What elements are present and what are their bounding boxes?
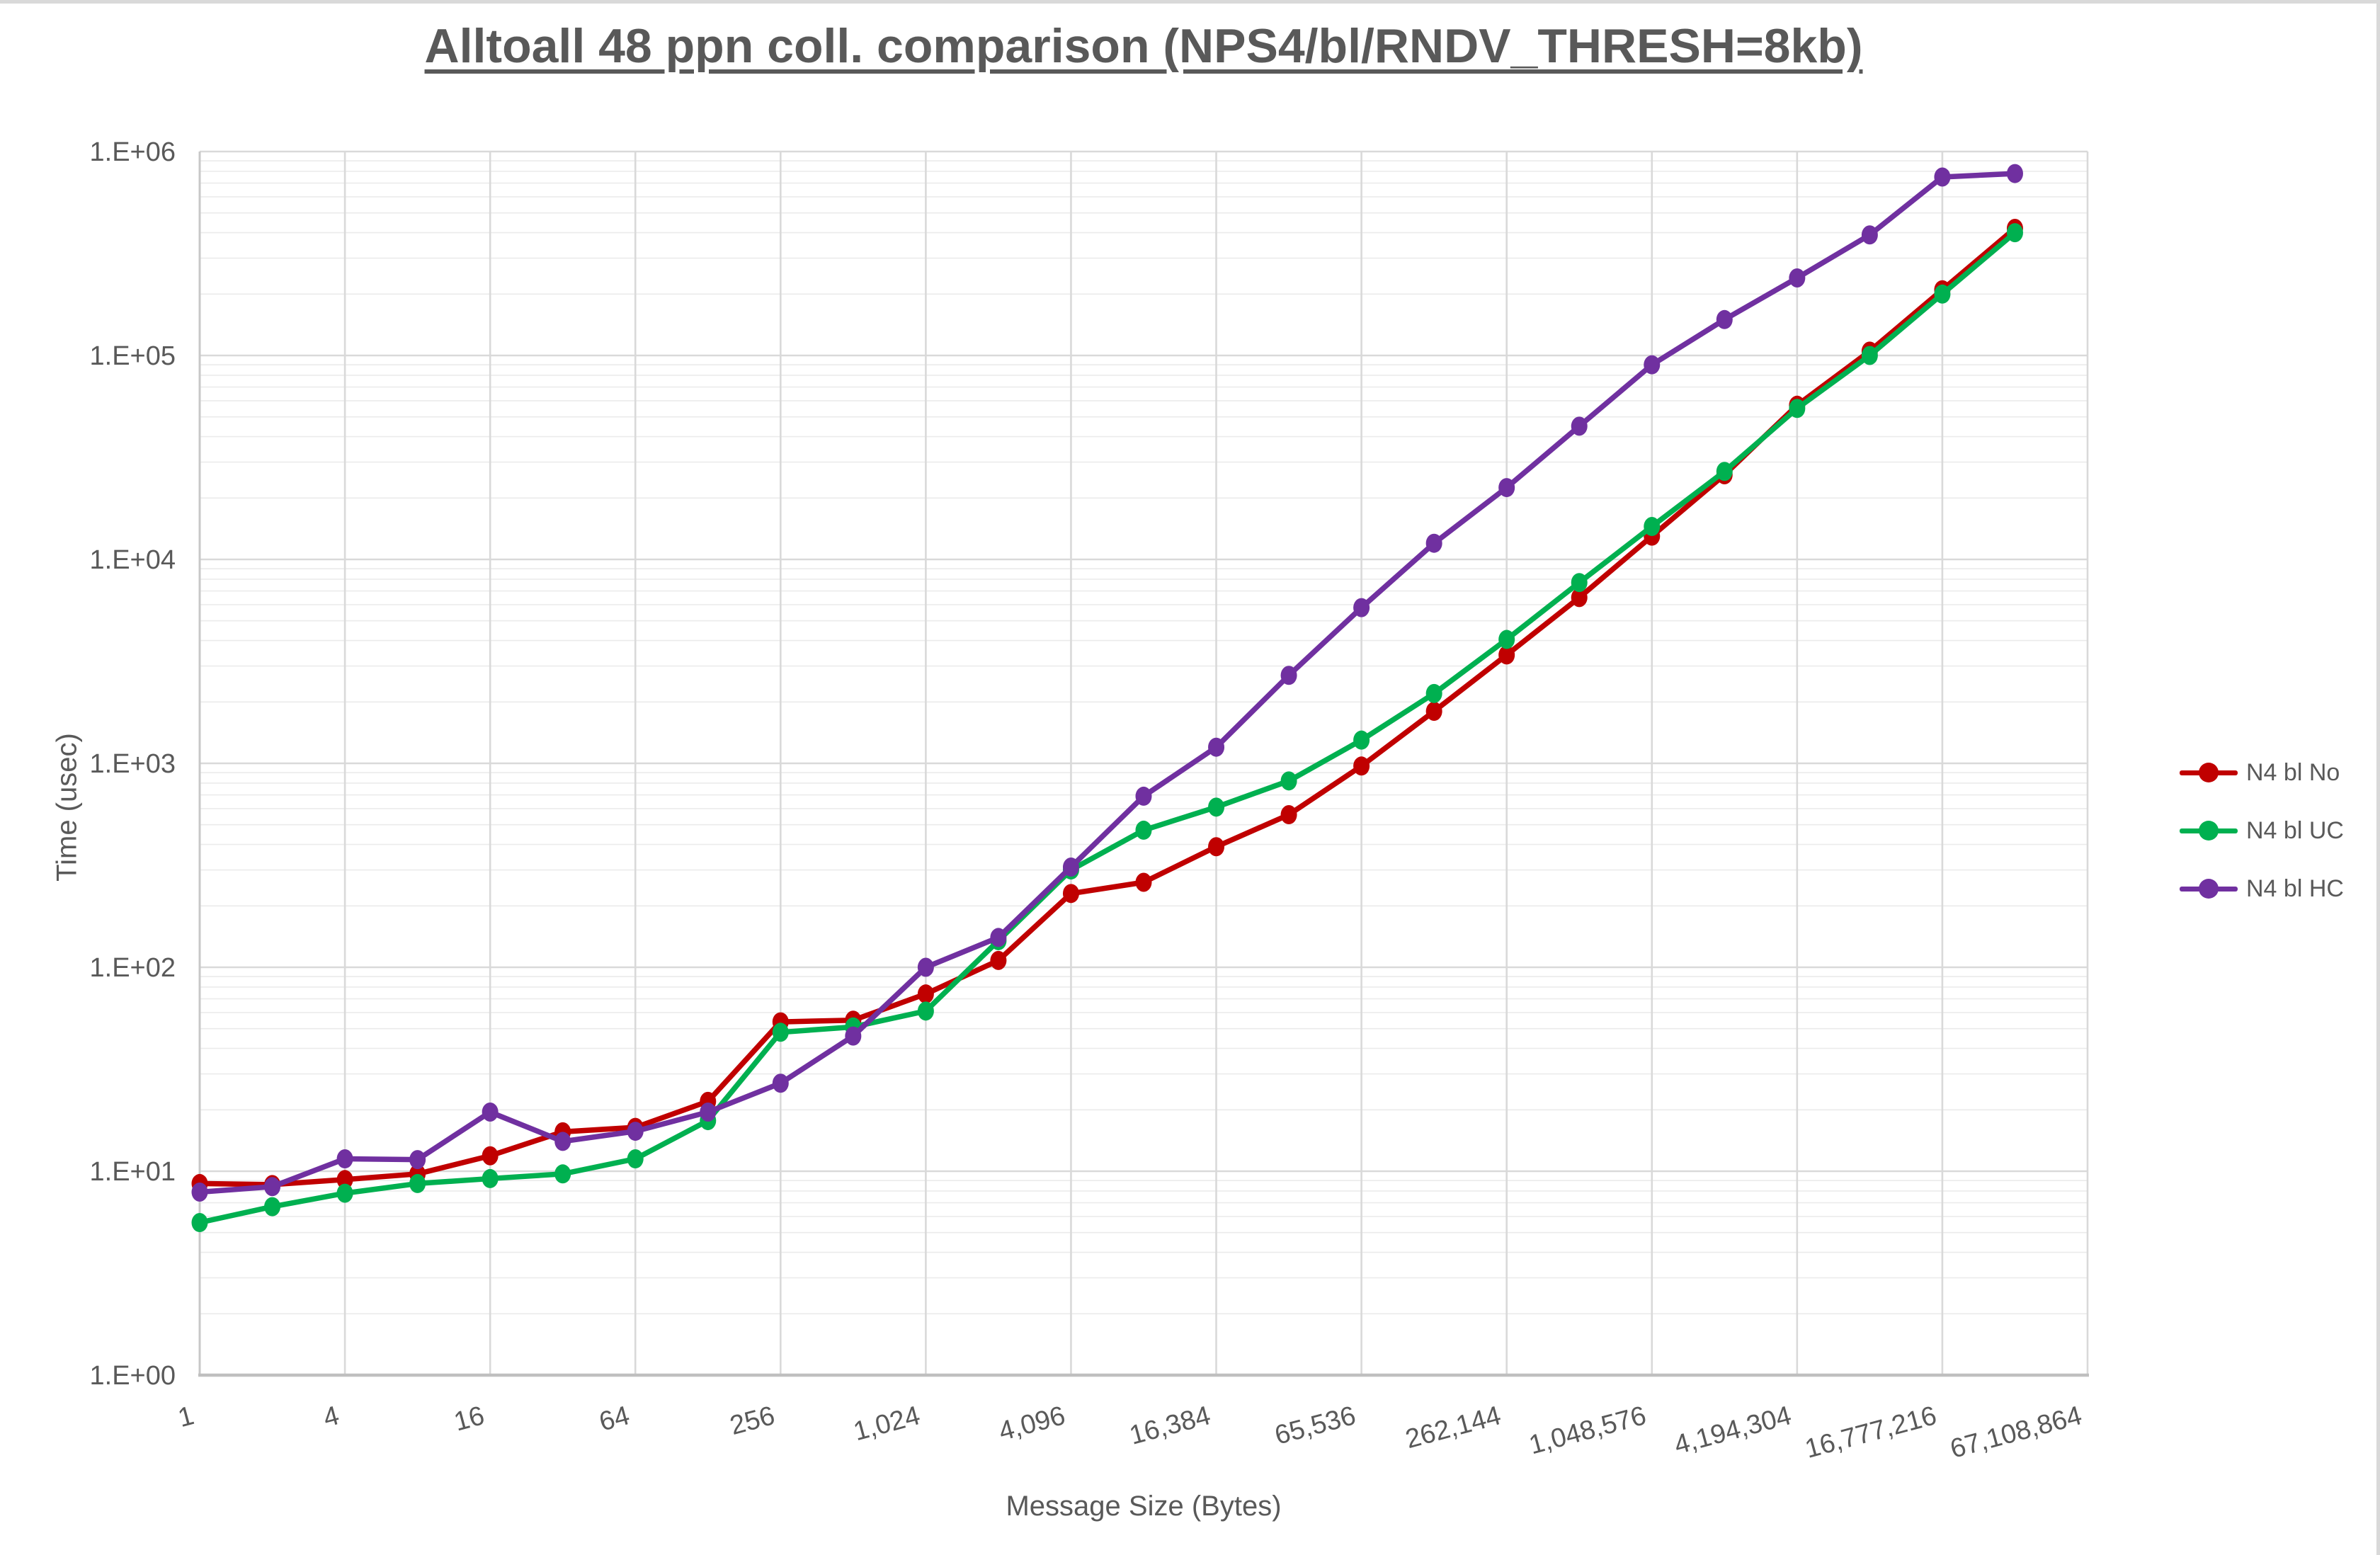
svg-text:1.E+06: 1.E+06 bbox=[90, 137, 176, 167]
window-edge-top bbox=[0, 0, 2380, 4]
legend-label: N4 bl UC bbox=[2246, 816, 2344, 844]
legend-item-n4-bl-hc: N4 bl HC bbox=[2180, 868, 2344, 909]
chart-title: Alltoall 48 ppn coll. comparison (NPS4/b… bbox=[424, 19, 1863, 73]
svg-text:1: 1 bbox=[175, 1401, 197, 1433]
series-marker-icon bbox=[2180, 879, 2238, 899]
svg-text:16,777,216: 16,777,216 bbox=[1802, 1401, 1940, 1464]
svg-text:65,536: 65,536 bbox=[1272, 1401, 1359, 1451]
svg-text:1.E+02: 1.E+02 bbox=[90, 953, 176, 983]
series-marker-icon bbox=[2180, 821, 2238, 841]
svg-text:1,048,576: 1,048,576 bbox=[1526, 1401, 1649, 1460]
svg-text:4: 4 bbox=[320, 1401, 342, 1433]
svg-text:1.E+03: 1.E+03 bbox=[90, 749, 176, 779]
svg-text:1.E+00: 1.E+00 bbox=[90, 1361, 176, 1391]
svg-text:1.E+05: 1.E+05 bbox=[90, 341, 176, 371]
window-edge-right bbox=[2376, 0, 2380, 1555]
svg-text:64: 64 bbox=[596, 1401, 633, 1437]
svg-text:16,384: 16,384 bbox=[1127, 1401, 1214, 1451]
svg-text:262,144: 262,144 bbox=[1402, 1401, 1504, 1454]
legend-label: N4 bl No bbox=[2246, 758, 2340, 786]
svg-text:1.E+01: 1.E+01 bbox=[90, 1157, 176, 1187]
legend: N4 bl No N4 bl UC N4 bl HC bbox=[2180, 752, 2344, 909]
svg-text:67,108,864: 67,108,864 bbox=[1947, 1401, 2085, 1464]
legend-item-n4-bl-no: N4 bl No bbox=[2180, 752, 2344, 793]
svg-text:1.E+04: 1.E+04 bbox=[90, 545, 176, 575]
svg-text:16: 16 bbox=[451, 1401, 488, 1437]
svg-text:4,194,304: 4,194,304 bbox=[1671, 1401, 1794, 1460]
series-marker-icon bbox=[2180, 763, 2238, 782]
svg-text:256: 256 bbox=[727, 1401, 778, 1441]
svg-text:4,096: 4,096 bbox=[996, 1401, 1069, 1447]
legend-item-n4-bl-uc: N4 bl UC bbox=[2180, 810, 2344, 851]
legend-label: N4 bl HC bbox=[2246, 875, 2344, 902]
svg-text:1,024: 1,024 bbox=[850, 1401, 923, 1447]
x-axis-title: Message Size (Bytes) bbox=[1006, 1491, 1282, 1522]
